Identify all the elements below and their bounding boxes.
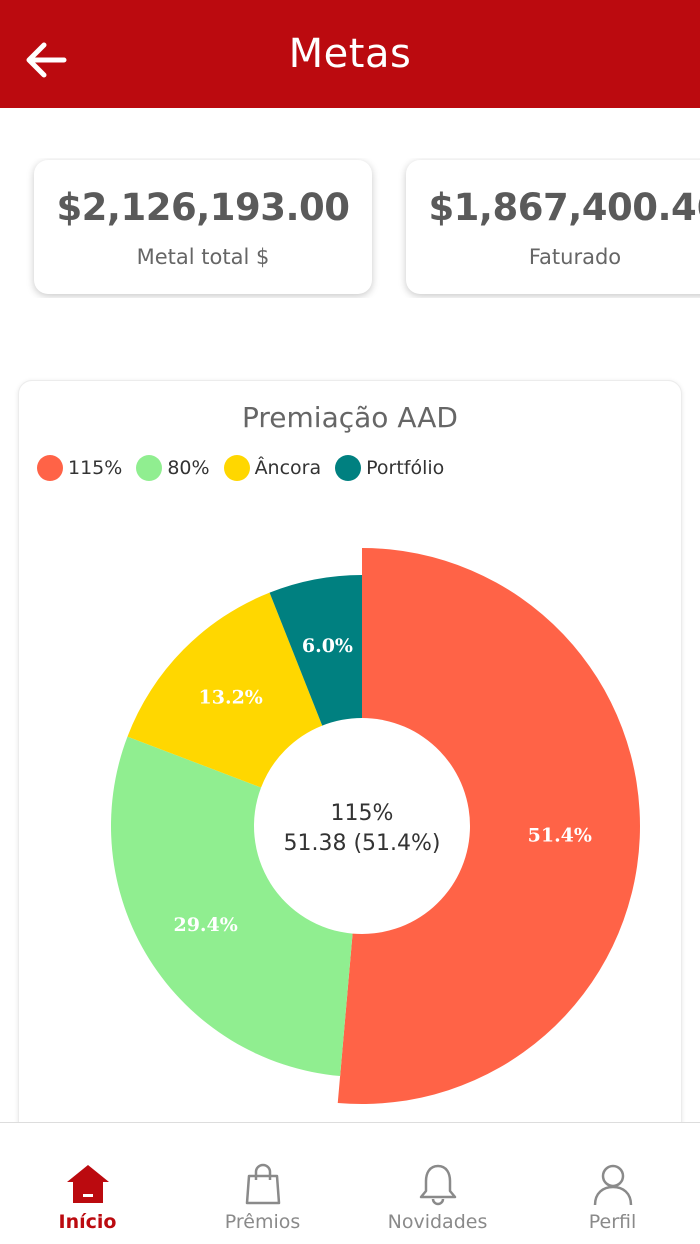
legend-dot (136, 455, 163, 481)
bell-icon (419, 1164, 456, 1206)
home-icon (66, 1165, 109, 1203)
shopping-bag-icon (245, 1163, 280, 1205)
card-value: $2,126,193.00 (56, 185, 350, 229)
slice-label: 29.4% (173, 914, 237, 936)
donut-center-value: 51.38 (51.4%) (283, 831, 440, 856)
tab-premios[interactable]: Prêmios (175, 1123, 350, 1244)
donut-slice[interactable] (110, 736, 353, 1077)
legend-item-115[interactable]: 115% (37, 455, 122, 481)
slice-label: 6.0% (302, 635, 353, 657)
donut-center-label: 115% (331, 801, 394, 826)
tab-label: Início (58, 1211, 117, 1233)
tab-label: Prêmios (224, 1211, 301, 1233)
donut-slice[interactable] (337, 548, 640, 1104)
legend-label: 80% (167, 457, 210, 479)
chart-card: Premiação AAD 115% 80% Âncora Portfólio … (18, 380, 682, 1140)
arrow-left-icon (26, 42, 67, 78)
tab-label: Novidades (387, 1211, 488, 1233)
tab-inicio[interactable]: Início (0, 1123, 175, 1244)
legend-label: Âncora (254, 457, 322, 479)
summary-card-faturado: $1,867,400.46 Faturado (406, 160, 700, 294)
app-header: Metas (0, 0, 700, 108)
user-icon (593, 1164, 632, 1206)
legend-label: 115% (68, 457, 123, 479)
slice-label: 51.4% (528, 825, 592, 847)
legend-item-80[interactable]: 80% (136, 455, 210, 481)
legend-dot (37, 455, 63, 481)
card-label: Faturado (528, 244, 622, 269)
legend-dot (335, 455, 362, 481)
summary-cards: $2,126,193.00 Metal total $ $1,867,400.4… (0, 158, 700, 298)
page-title: Metas (288, 31, 412, 77)
donut-slice[interactable] (127, 592, 323, 788)
tab-label: Perfil (588, 1211, 637, 1233)
slice-label: 13.2% (199, 686, 263, 708)
legend-item-portfolio[interactable]: Portfólio (335, 455, 444, 481)
legend-label: Portfólio (366, 457, 445, 479)
summary-card-meta-total: $2,126,193.00 Metal total $ (34, 160, 372, 294)
tab-novidades[interactable]: Novidades (350, 1123, 525, 1244)
back-button[interactable] (22, 36, 70, 84)
card-value: $1,867,400.46 (428, 185, 700, 229)
chart-title: Premiação AAD (242, 401, 458, 434)
donut-chart[interactable]: 51.4% 29.4% 13.2% 6.0% 115% 51.38 (51.4%) (19, 381, 683, 1121)
bottom-tab-bar: Início Prêmios Novidades Perfil (0, 1122, 700, 1244)
tab-perfil[interactable]: Perfil (525, 1123, 700, 1244)
donut-slice[interactable] (269, 575, 362, 726)
legend-dot (223, 455, 250, 481)
card-label: Metal total $ (136, 244, 270, 269)
chart-legend: 115% 80% Âncora Portfólio (37, 455, 458, 481)
legend-item-ancora[interactable]: Âncora (223, 455, 322, 481)
